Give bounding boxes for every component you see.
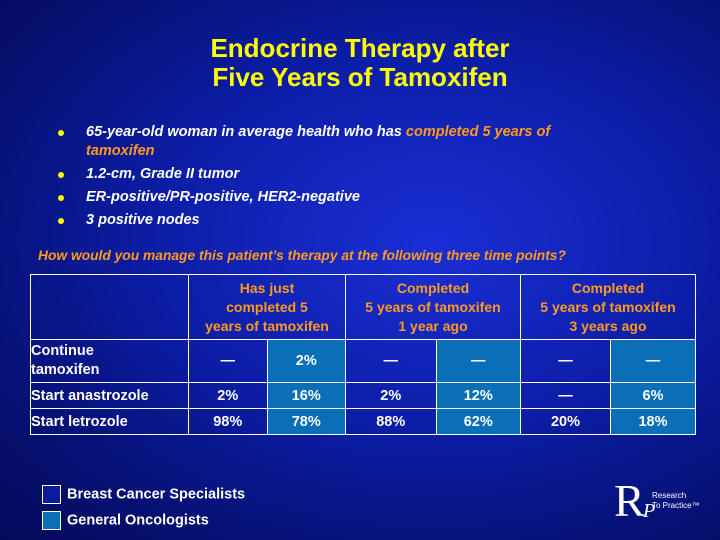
- bullet-dot-icon: [58, 218, 64, 224]
- header-one-year-ago: Completed 5 years of tamoxifen 1 year ag…: [345, 274, 521, 340]
- table-header-row: Has just completed 5 years of tamoxifen …: [30, 274, 696, 340]
- cell-bcs: —: [188, 339, 268, 383]
- bullet-item: 65-year-old woman in average health who …: [58, 123, 618, 161]
- cell-go: 62%: [435, 408, 522, 435]
- title-line-1: Endocrine Therapy after: [210, 33, 510, 63]
- header-line: Completed: [396, 279, 470, 296]
- header-three-years-ago: Completed 5 years of tamoxifen 3 years a…: [520, 274, 696, 340]
- legend-swatch-blue: [42, 485, 61, 504]
- cell-go: 12%: [435, 382, 522, 409]
- bullet-item: 3 positive nodes: [58, 211, 618, 230]
- table-row: Start anastrozole 2% 16% 2% 12% — 6%: [30, 382, 696, 409]
- header-line: Has just: [239, 279, 295, 296]
- title-line-2: Five Years of Tamoxifen: [212, 62, 508, 92]
- header-line: completed 5: [226, 298, 308, 315]
- cell-bcs: —: [519, 382, 612, 409]
- results-table: Has just completed 5 years of tamoxifen …: [30, 274, 696, 435]
- bullet-text: 1.2-cm, Grade II tumor: [86, 166, 240, 182]
- header-line: 1 year ago: [398, 317, 468, 334]
- table-row: Continue tamoxifen — 2% — — — —: [30, 339, 696, 383]
- logo-text-line: To Practice™: [652, 501, 700, 510]
- header-line: Completed: [571, 279, 645, 296]
- survey-question: How would you manage this patient’s ther…: [38, 248, 566, 263]
- legend-label: General Oncologists: [67, 512, 209, 529]
- cell-bcs: —: [345, 339, 437, 383]
- slide-title: Endocrine Therapy after Five Years of Ta…: [0, 34, 720, 92]
- header-line: 5 years of tamoxifen: [540, 298, 676, 315]
- cell-bcs: 98%: [188, 408, 268, 435]
- cell-bcs: 20%: [519, 408, 612, 435]
- row-label-line: Continue: [31, 343, 94, 359]
- table-row: Start letrozole 98% 78% 88% 62% 20% 18%: [30, 408, 696, 435]
- research-to-practice-logo: R P Research To Practice™: [614, 475, 714, 528]
- bullet-dot-icon: [58, 172, 64, 178]
- cell-bcs: 88%: [345, 408, 437, 435]
- cell-go: —: [610, 339, 696, 383]
- header-line: 3 years ago: [569, 317, 647, 334]
- legend-swatch-teal: [42, 511, 61, 530]
- legend-label: Breast Cancer Specialists: [67, 486, 246, 503]
- empty-header-cell: [30, 274, 189, 340]
- cell-go: 78%: [266, 408, 346, 435]
- logo-letter-r: R: [614, 475, 645, 526]
- bullet-item: 1.2-cm, Grade II tumor: [58, 165, 618, 184]
- cell-go: 2%: [266, 339, 346, 383]
- legend-general-oncologists: General Oncologists: [42, 511, 209, 530]
- bullet-text: ER-positive/PR-positive, HER2-negative: [86, 189, 360, 205]
- header-has-just-completed: Has just completed 5 years of tamoxifen: [188, 274, 346, 340]
- row-label-start-anastrozole: Start anastrozole: [30, 382, 189, 409]
- row-label-line: tamoxifen: [31, 362, 100, 378]
- bullet-dot-icon: [58, 195, 64, 201]
- row-label-start-letrozole: Start letrozole: [30, 408, 189, 435]
- cell-go: 18%: [610, 408, 696, 435]
- cell-go: 6%: [610, 382, 696, 409]
- bullet-highlight: completed 5 years of tamoxifen: [86, 124, 551, 159]
- cell-bcs: —: [519, 339, 612, 383]
- logo-text-line: Research: [652, 491, 687, 500]
- bullet-dot-icon: [58, 130, 64, 136]
- bullet-text: 3 positive nodes: [86, 212, 200, 228]
- row-label-continue-tamoxifen: Continue tamoxifen: [30, 339, 189, 383]
- cell-go: —: [435, 339, 522, 383]
- header-line: years of tamoxifen: [205, 317, 329, 334]
- cell-bcs: 2%: [345, 382, 437, 409]
- logo-text: Research To Practice™: [652, 491, 700, 511]
- header-line: 5 years of tamoxifen: [365, 298, 501, 315]
- logo-letter-p: P: [643, 500, 656, 522]
- cell-go: 16%: [266, 382, 346, 409]
- bullet-item: ER-positive/PR-positive, HER2-negative: [58, 188, 618, 207]
- bullet-text: 65-year-old woman in average health who …: [86, 124, 406, 140]
- legend-breast-cancer-specialists: Breast Cancer Specialists: [42, 485, 245, 504]
- cell-bcs: 2%: [188, 382, 268, 409]
- bullet-list: 65-year-old woman in average health who …: [58, 123, 618, 234]
